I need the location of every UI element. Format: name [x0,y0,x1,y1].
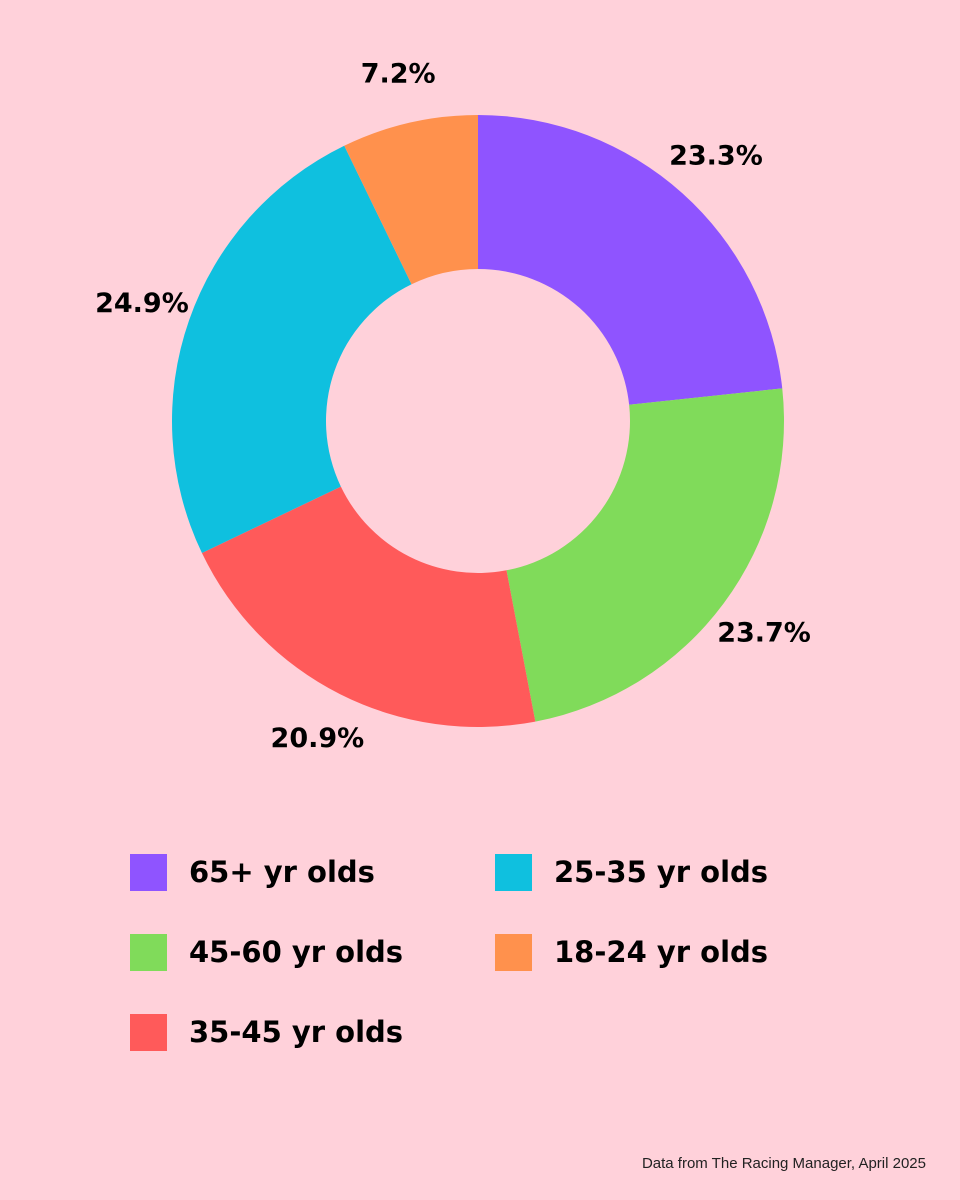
slice-45-60-yr-olds [506,388,784,722]
value-label-35-45-yr-olds: 20.9% [271,723,365,754]
legend-item-45-60-yr-olds: 45-60 yr olds [130,932,495,972]
legend-item-25-35-yr-olds: 25-35 yr olds [495,852,850,892]
legend-swatch [130,853,167,891]
value-labels-group: 23.3% 23.7% 20.9% 24.9% 7.2% [95,59,811,755]
legend-label: 45-60 yr olds [189,935,404,969]
value-label-25-35-yr-olds: 24.9% [95,288,189,319]
legend-label: 35-45 yr olds [189,1015,404,1049]
value-label-65plus-yr-olds: 23.3% [669,141,763,172]
slices-group [172,115,784,727]
slice-25-35-yr-olds [172,145,412,554]
slice-35-45-yr-olds [201,486,536,727]
legend-item-65plus-yr-olds: 65+ yr olds [130,852,495,892]
value-label-45-60-yr-olds: 23.7% [717,617,811,648]
donut-chart: 23.3% 23.7% 20.9% 24.9% 7.2% [95,59,811,755]
chart-legend: 65+ yr olds 25-35 yr olds 45-60 yr olds 18-… [130,852,850,1092]
slice-65plus-yr-olds [478,115,783,405]
legend-item-35-45-yr-olds: 35-45 yr olds [130,1012,495,1052]
slice-18-24-yr-olds [344,115,478,285]
value-label-18-24-yr-olds: 7.2% [361,59,436,90]
source-note: Data from The Racing Manager, April 2025 [641,1155,926,1172]
legend-swatch [130,1013,167,1051]
legend-item-18-24-yr-olds: 18-24 yr olds [495,932,850,972]
legend-swatch [495,853,532,891]
legend-swatch [495,933,532,971]
legend-label: 18-24 yr olds [554,935,769,969]
legend-swatch [130,933,167,971]
legend-label: 25-35 yr olds [554,855,769,889]
legend-label: 65+ yr olds [189,855,375,889]
